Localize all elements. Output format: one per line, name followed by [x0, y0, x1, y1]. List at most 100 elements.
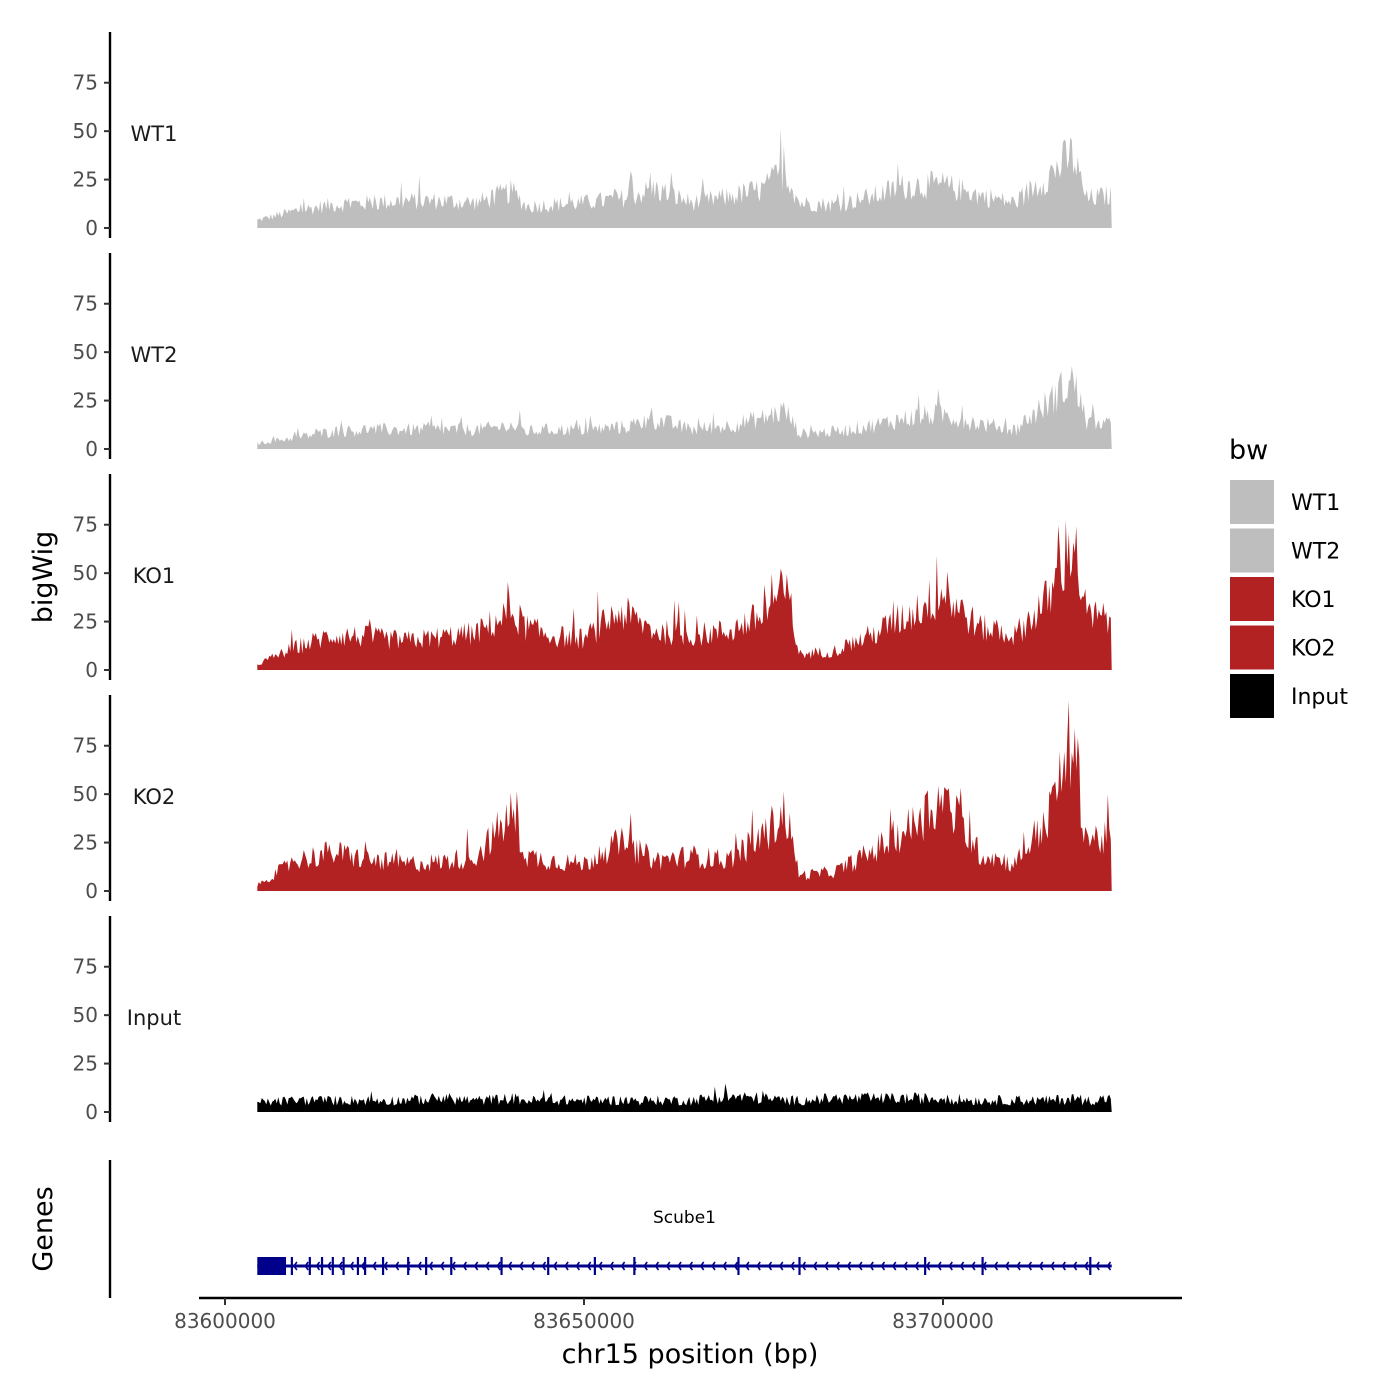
strand-arrow [1050, 1261, 1055, 1271]
legend-swatch [1230, 480, 1274, 524]
strand-arrow [812, 1261, 818, 1271]
y-axis-title: bigWig [28, 531, 59, 624]
gene-exon [450, 1257, 453, 1275]
signal-area-wt1 [257, 127, 1112, 228]
strand-arrow [688, 1261, 694, 1271]
legend-title: bw [1229, 435, 1268, 466]
strand-arrow [394, 1261, 400, 1271]
strand-arrow [869, 1261, 874, 1271]
strand-arrow [462, 1261, 468, 1271]
gene-exon [981, 1257, 984, 1275]
gene-exon [737, 1257, 740, 1275]
strand-arrow [326, 1261, 332, 1271]
strand-arrow [1016, 1261, 1021, 1271]
strand-arrow [1095, 1261, 1100, 1271]
strand-arrow [654, 1261, 660, 1271]
y-tick-label: 0 [85, 216, 98, 240]
gene-exon [1089, 1257, 1092, 1275]
strand-arrow [552, 1261, 558, 1271]
strand-arrow [970, 1261, 976, 1271]
strand-arrow [586, 1261, 592, 1271]
y-tick-label: 0 [85, 1100, 98, 1124]
strand-arrow [349, 1261, 355, 1271]
strand-arrow [835, 1261, 840, 1271]
track-ko2: 0 25 50 75 KO2 [73, 695, 1112, 903]
strand-arrow [744, 1261, 750, 1271]
legend-item-input: Input [1230, 674, 1348, 718]
strand-arrow [338, 1261, 343, 1271]
strand-arrow [959, 1261, 965, 1271]
track-label: KO2 [133, 785, 176, 809]
gene-exon [798, 1257, 801, 1275]
strand-arrow [733, 1261, 739, 1271]
gene-label: Scube1 [653, 1208, 716, 1228]
signal-area-ko2 [257, 700, 1112, 891]
strand-arrow [417, 1261, 422, 1271]
genes-axis-title: Genes [28, 1186, 59, 1271]
strand-arrow [383, 1261, 388, 1271]
track-label: WT2 [131, 343, 178, 367]
signal-tracks: 0 25 50 75 WT1 0 25 50 75 WT2 0 25 50 75 KO1 0 25 50 75 KO2… [73, 32, 1112, 1124]
strand-arrow [292, 1261, 298, 1271]
y-tick-label: 25 [73, 168, 98, 192]
gene-exon [331, 1257, 334, 1275]
legend-label: KO1 [1291, 588, 1336, 613]
strand-arrow [439, 1261, 445, 1271]
strand-arrow [824, 1261, 829, 1271]
track-label: WT1 [131, 122, 178, 146]
y-tick-label: 50 [73, 782, 98, 806]
track-wt1: 0 25 50 75 WT1 [73, 32, 1112, 240]
legend-item-ko2: KO2 [1230, 625, 1336, 670]
strand-arrow [948, 1261, 953, 1271]
y-tick-label: 75 [73, 71, 98, 95]
gene-exon [381, 1257, 385, 1275]
x-axis: 83600000 83650000 83700000 [174, 1296, 1182, 1333]
gene-exon [547, 1257, 550, 1275]
strand-arrow [699, 1261, 705, 1271]
strand-arrow [778, 1261, 784, 1271]
gene-exon [633, 1257, 636, 1275]
gene-exon [364, 1257, 367, 1275]
strand-arrow [903, 1261, 908, 1271]
strand-arrow [1027, 1261, 1033, 1271]
legend-swatch [1230, 625, 1274, 670]
strand-arrow [677, 1261, 682, 1271]
strand-arrow [665, 1261, 671, 1271]
x-tick-label: 83700000 [892, 1309, 994, 1333]
legend-label: KO2 [1291, 637, 1336, 662]
strand-arrow [518, 1261, 524, 1271]
y-tick-label: 0 [85, 437, 98, 461]
y-tick-label: 75 [73, 292, 98, 316]
strand-arrow [496, 1261, 501, 1271]
strand-arrow [485, 1261, 490, 1271]
signal-area-ko1 [257, 519, 1112, 670]
gene-exon [342, 1257, 345, 1275]
strand-arrow [891, 1261, 897, 1271]
gene-exon [308, 1257, 311, 1275]
strand-arrow [575, 1261, 581, 1271]
strand-arrow [315, 1261, 321, 1271]
track-label: Input [127, 1006, 181, 1030]
strand-arrow [722, 1261, 727, 1271]
legend-label: Input [1291, 685, 1348, 710]
gene-exon [257, 1257, 287, 1275]
strand-arrow [880, 1261, 886, 1271]
track-input: 0 25 50 75 Input [73, 916, 1112, 1124]
y-tick-label: 25 [73, 389, 98, 413]
strand-arrow [541, 1261, 547, 1271]
legend-swatch [1230, 577, 1274, 621]
y-tick-label: 25 [73, 1052, 98, 1076]
strand-arrow [360, 1261, 366, 1271]
gene-exon [407, 1257, 410, 1275]
strand-arrow [767, 1261, 773, 1271]
strand-arrow [1072, 1261, 1078, 1271]
strand-arrow [914, 1261, 920, 1271]
x-axis-title: chr15 position (bp) [562, 1339, 819, 1370]
strand-arrow [993, 1261, 999, 1271]
gene-exon [500, 1257, 503, 1275]
signal-area-wt2 [257, 366, 1112, 449]
track-wt2: 0 25 50 75 WT2 [73, 253, 1112, 461]
y-tick-label: 0 [85, 879, 98, 903]
gene-exon [320, 1257, 324, 1275]
